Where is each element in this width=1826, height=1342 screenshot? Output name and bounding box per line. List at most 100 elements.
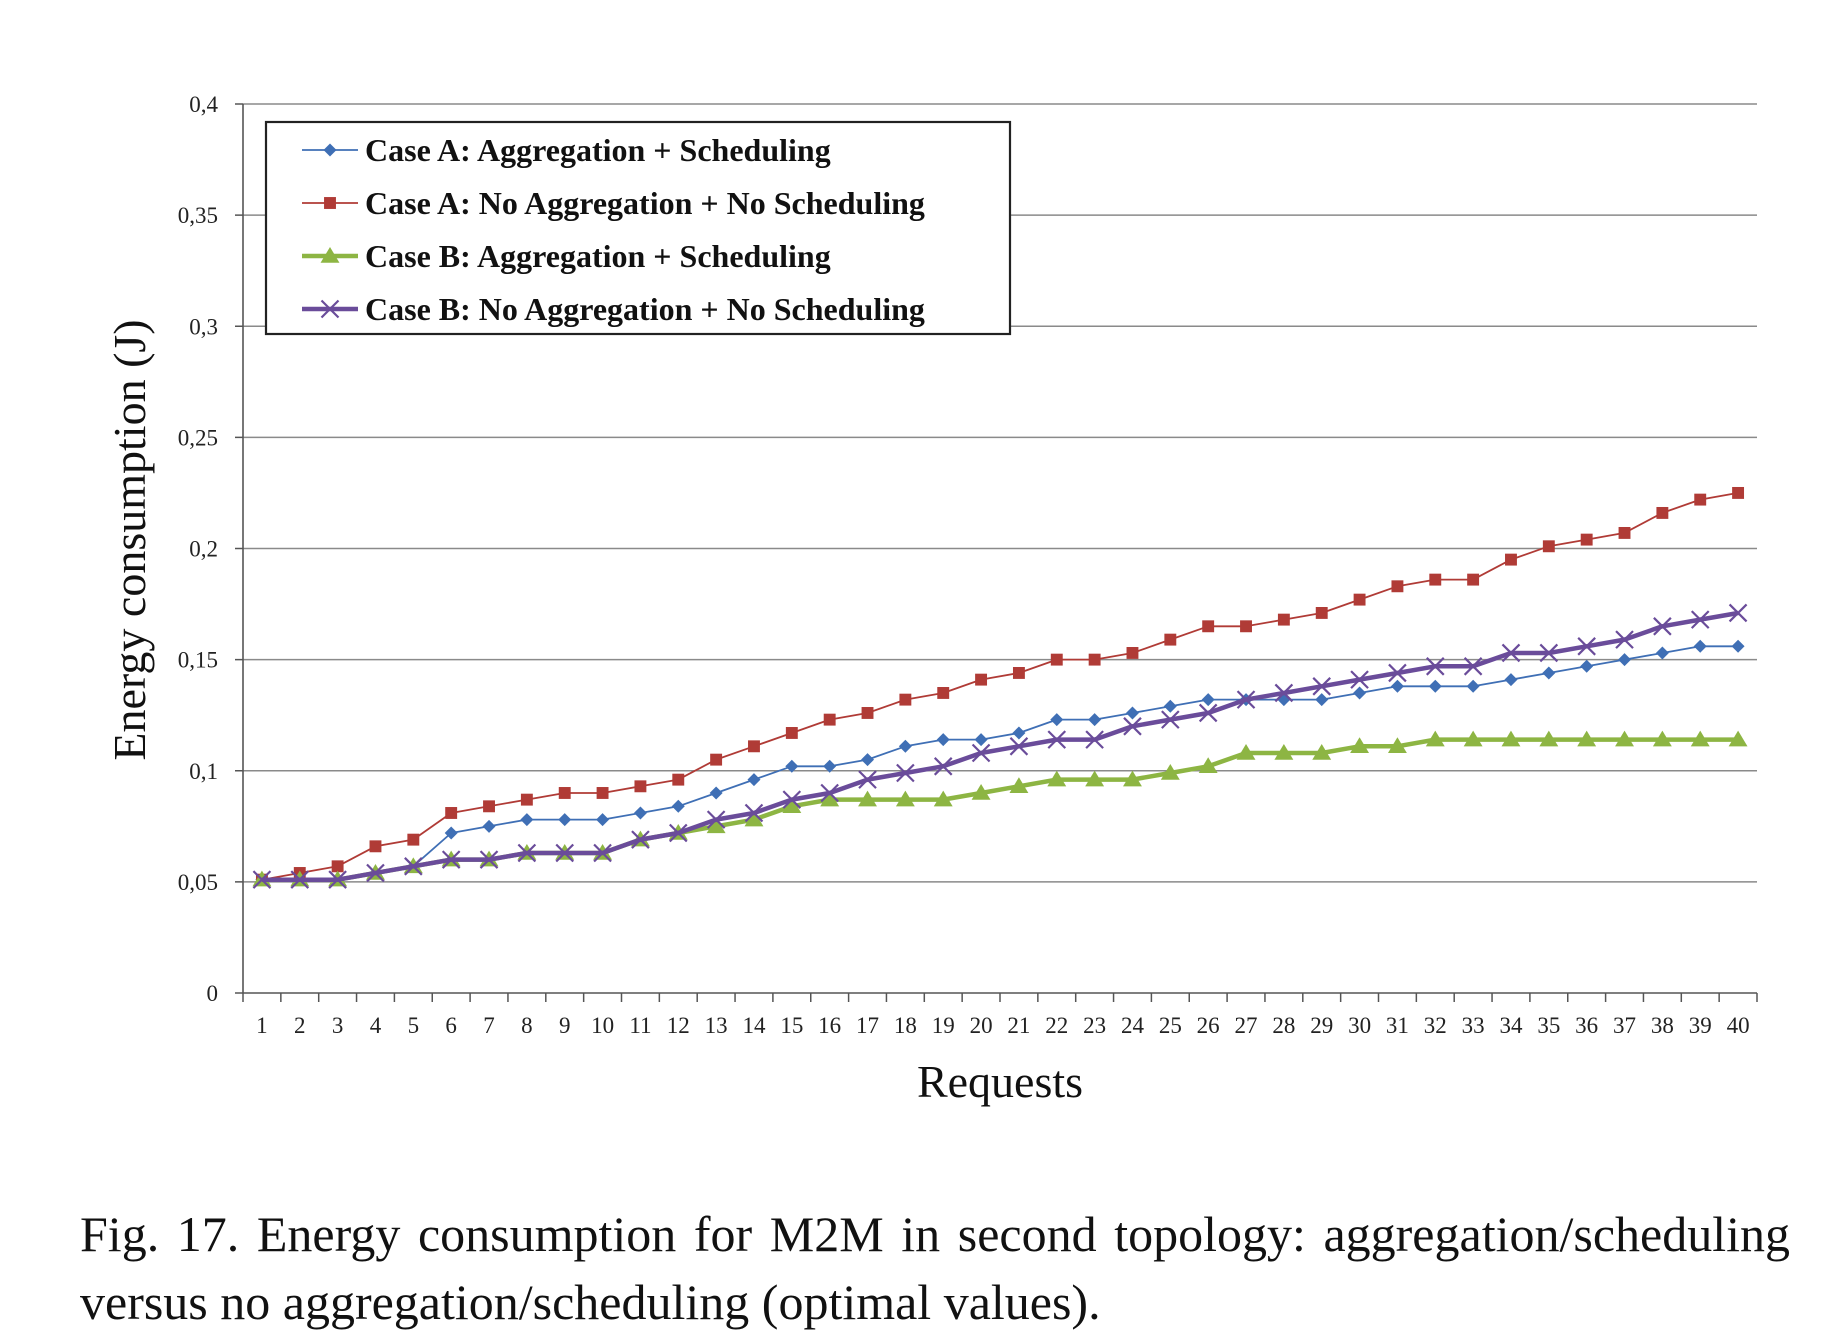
data-point xyxy=(1240,620,1252,633)
data-point xyxy=(1236,690,1256,709)
data-point xyxy=(782,790,802,809)
data-point xyxy=(404,857,423,876)
x-tick-label: 39 xyxy=(1689,1013,1712,1038)
x-tick-label: 23 xyxy=(1083,1013,1106,1038)
data-point xyxy=(1732,486,1745,499)
data-point xyxy=(1463,657,1483,676)
x-tick-label: 29 xyxy=(1310,1013,1333,1038)
y-tick-label: 0,2 xyxy=(189,537,218,562)
data-point xyxy=(937,687,950,699)
data-point xyxy=(1312,743,1332,760)
x-axis-ticks: 1 2 3 4 5 6 7 8 9 10 11 12 13 14 15 16 17 18 19 20 21 22 23 24 2… xyxy=(242,993,1758,1038)
data-point xyxy=(1350,737,1370,754)
x-tick-label: 14 xyxy=(742,1013,766,1038)
data-point xyxy=(631,830,650,849)
legend-label: Case A: No Aggregation + No Scheduling xyxy=(365,185,925,221)
x-tick-label: 1 xyxy=(256,1013,268,1038)
data-point xyxy=(1160,763,1180,780)
x-tick-label: 25 xyxy=(1159,1013,1182,1038)
data-point xyxy=(744,810,764,827)
data-point xyxy=(479,850,499,869)
data-point xyxy=(1615,630,1634,649)
data-point xyxy=(1123,770,1142,787)
data-point xyxy=(1236,743,1256,760)
data-point xyxy=(971,743,991,763)
data-point xyxy=(710,753,723,766)
data-point xyxy=(558,813,572,827)
data-point xyxy=(1618,526,1631,539)
x-tick-label: 40 xyxy=(1727,1013,1750,1038)
data-point xyxy=(1274,683,1294,703)
data-point xyxy=(785,727,798,739)
data-point xyxy=(709,786,723,800)
data-point xyxy=(1463,730,1483,747)
x-tick-label: 26 xyxy=(1197,1013,1220,1038)
x-tick-label: 38 xyxy=(1651,1013,1674,1038)
x-tick-label: 18 xyxy=(894,1013,917,1038)
data-point xyxy=(898,739,912,753)
data-point xyxy=(1161,710,1180,729)
x-tick-label: 34 xyxy=(1499,1013,1523,1038)
x-tick-label: 21 xyxy=(1007,1013,1030,1038)
data-point xyxy=(895,790,915,807)
legend-label: Case A: Aggregation + Scheduling xyxy=(365,132,831,168)
x-tick-label: 24 xyxy=(1121,1013,1145,1038)
data-point xyxy=(1428,679,1442,693)
x-tick-label: 16 xyxy=(818,1013,841,1038)
x-tick-label: 3 xyxy=(332,1013,344,1038)
data-point xyxy=(1198,757,1218,774)
data-point xyxy=(820,790,840,807)
y-tick-label: 0,15 xyxy=(178,648,218,673)
data-point xyxy=(1426,657,1445,676)
data-point xyxy=(1542,666,1556,680)
data-point xyxy=(369,840,382,853)
x-tick-label: 17 xyxy=(856,1013,879,1038)
data-point xyxy=(785,759,799,773)
data-point xyxy=(1388,663,1407,683)
data-point xyxy=(1618,653,1632,667)
data-point xyxy=(936,733,950,747)
data-point xyxy=(748,740,760,753)
data-point xyxy=(1615,730,1634,747)
data-point xyxy=(975,673,988,686)
data-point xyxy=(1653,617,1672,636)
data-point xyxy=(1656,506,1669,519)
data-point xyxy=(1577,637,1596,656)
y-axis-ticks: 0 0,05 0,1 0,15 0,2 0,25 0,3 0,35 0,4 xyxy=(178,92,243,1006)
x-tick-label: 13 xyxy=(705,1013,728,1038)
x-tick-label: 15 xyxy=(780,1013,803,1038)
y-tick-label: 0 xyxy=(207,981,219,1006)
data-point xyxy=(441,850,461,869)
data-point xyxy=(1088,713,1102,727)
data-point xyxy=(1088,653,1101,666)
x-tick-label: 7 xyxy=(483,1013,495,1038)
data-point xyxy=(1353,593,1366,606)
legend-box xyxy=(264,120,1012,336)
data-point xyxy=(1312,677,1331,696)
data-point xyxy=(328,870,347,889)
legend-swatch-marker xyxy=(323,143,337,157)
data-point xyxy=(444,826,458,840)
data-point xyxy=(1050,713,1064,727)
y-axis-title: Energy consumption (J) xyxy=(104,319,155,760)
data-point xyxy=(1652,730,1672,747)
legend-item: Case A: No Aggregation + No Scheduling xyxy=(302,185,925,221)
data-point xyxy=(1012,667,1025,679)
data-point xyxy=(820,783,839,803)
data-point xyxy=(407,833,420,846)
legend-item: Case A: Aggregation + Scheduling xyxy=(302,132,831,168)
data-point xyxy=(1047,770,1067,787)
data-point xyxy=(1009,737,1029,756)
data-point xyxy=(706,810,726,829)
series-group xyxy=(252,486,1748,889)
y-tick-label: 0,3 xyxy=(189,314,218,339)
data-point xyxy=(1731,639,1745,653)
x-tick-label: 22 xyxy=(1045,1013,1068,1038)
data-point xyxy=(1539,643,1559,663)
data-point xyxy=(1012,726,1026,740)
x-tick-label: 36 xyxy=(1575,1013,1598,1038)
data-point xyxy=(1504,673,1518,687)
data-point xyxy=(1164,633,1177,646)
data-point xyxy=(331,860,344,873)
